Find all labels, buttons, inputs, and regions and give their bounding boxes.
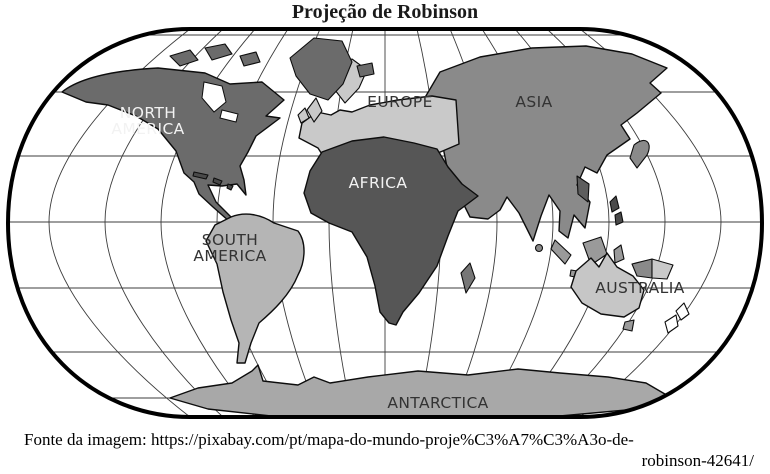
south-america-label-line1: SOUTH bbox=[202, 231, 259, 249]
continents bbox=[61, 37, 690, 417]
hudson-bay-shape bbox=[201, 81, 227, 113]
image-source-caption: Fonte da imagem: https://pixabay.com/pt/… bbox=[10, 429, 754, 471]
new-zealand-shape bbox=[664, 302, 690, 334]
britain-shape bbox=[306, 97, 323, 123]
south-america-label-line2: AMERICA bbox=[193, 247, 266, 265]
arctic-islands-shape bbox=[169, 43, 261, 67]
greenland-shape bbox=[289, 37, 353, 101]
antarctica-label: ANTARCTICA bbox=[387, 394, 488, 412]
europe-label: EUROPE bbox=[367, 93, 433, 111]
north-america-label-line1: NORTH bbox=[120, 104, 177, 122]
australia-label: AUSTRALIA bbox=[595, 279, 684, 297]
north-america-label-line2: AMERICA bbox=[111, 120, 184, 138]
south-america-shape bbox=[205, 213, 305, 364]
madagascar-shape bbox=[460, 262, 476, 294]
iceland-shape bbox=[356, 62, 375, 78]
australia-shape bbox=[570, 252, 645, 318]
sri-lanka-shape bbox=[534, 243, 544, 253]
ireland-shape bbox=[297, 107, 310, 124]
philippines-shape bbox=[609, 195, 624, 226]
sumatra-shape bbox=[550, 239, 572, 265]
japan-shape bbox=[629, 140, 650, 169]
africa-shape bbox=[303, 136, 479, 326]
indochina-shape bbox=[576, 175, 590, 203]
source-line-1: Fonte da imagem: https://pixabay.com/pt/… bbox=[24, 430, 634, 449]
great-lakes-shape bbox=[219, 109, 239, 123]
source-line-2: robinson-42641/ bbox=[641, 451, 754, 470]
asia-label: ASIA bbox=[515, 93, 552, 111]
caribbean-islands-shape bbox=[192, 171, 234, 191]
tasmania-shape bbox=[622, 319, 635, 332]
sulawesi-shape bbox=[613, 244, 625, 264]
world-map-figure: NORTH AMERICA EUROPE ASIA AFRICA SOUTH A… bbox=[0, 26, 770, 422]
page-title: Projeção de Robinson bbox=[291, 1, 479, 23]
new-guinea-east-shape bbox=[651, 258, 674, 280]
continent-labels: NORTH AMERICA EUROPE ASIA AFRICA SOUTH A… bbox=[111, 93, 684, 412]
africa-label: AFRICA bbox=[349, 174, 408, 192]
world-map: NORTH AMERICA EUROPE ASIA AFRICA SOUTH A… bbox=[5, 27, 765, 419]
map-outline bbox=[5, 27, 765, 419]
